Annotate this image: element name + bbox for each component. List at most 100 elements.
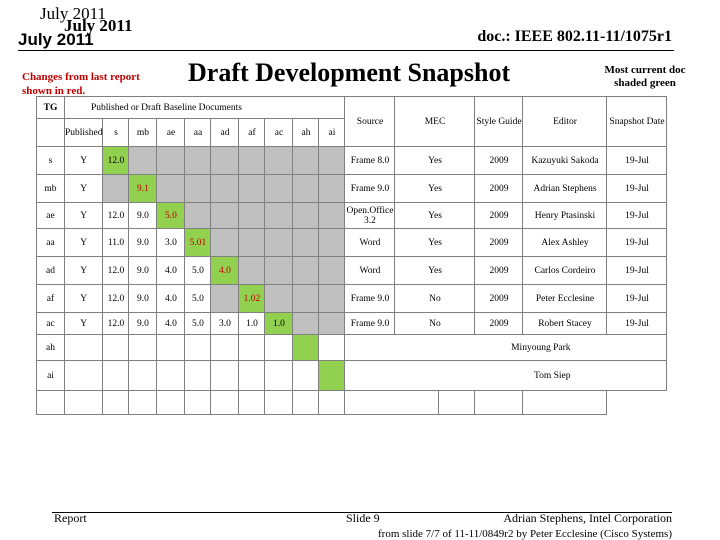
header-date-overlay: July 2011 (64, 16, 133, 35)
row-snapshot-date: 19-Jul (606, 146, 668, 175)
row-mec: Yes (394, 256, 476, 285)
header-published: Published (63, 118, 104, 147)
footer-rule (52, 512, 672, 513)
row-baseline-aa: 5.01 (184, 228, 212, 257)
row-editor-span: Tom Siep (344, 360, 668, 391)
empty-cell (474, 390, 524, 415)
row-baseline-s (102, 360, 130, 391)
row-baseline-af (238, 360, 266, 391)
row-baseline-mb: 9.0 (128, 284, 158, 313)
table-row: aa Y 11.0 9.0 3.0 5.01 Word Yes 2009 Alex Ashley 1… (36, 228, 668, 257)
document-id: doc.: IEEE 802.11-11/1075r1 (477, 28, 672, 45)
row-baseline-ah (292, 284, 320, 313)
row-tg: ah (36, 334, 65, 361)
row-source: Frame 9.0 (344, 174, 396, 203)
empty-cell (438, 390, 476, 415)
row-baseline-ae (156, 360, 186, 391)
table-row: ac Y 12.0 9.0 4.0 5.0 3.0 1.0 1.0 Frame 9.0 No 2009… (36, 312, 668, 335)
row-baseline-ae: 4.0 (156, 284, 186, 313)
row-source: Open.Office 3.2 (344, 202, 396, 229)
row-source: Frame 9.0 (344, 312, 396, 335)
row-baseline-ah (292, 334, 320, 361)
row-baseline-ai (318, 360, 346, 391)
row-baseline-ad (210, 228, 240, 257)
row-published (63, 334, 104, 361)
row-baseline-mb: 9.1 (128, 174, 158, 203)
row-baseline-ac (264, 284, 294, 313)
row-baseline-mb (128, 146, 158, 175)
row-baseline-s: 12.0 (102, 202, 130, 229)
empty-cell (36, 390, 65, 415)
table-row: ad Y 12.0 9.0 4.0 5.0 4.0 Word Yes 2009 Carlos Cor… (36, 256, 668, 285)
row-baseline-ad (210, 360, 240, 391)
table-header-row-2: Published s mb ae aa ad af ac ah ai (36, 118, 667, 147)
changes-note: Changes from last report shown in red. (22, 71, 140, 97)
row-mec: Yes (394, 174, 476, 203)
row-editor: Carlos Cordeiro (522, 256, 608, 285)
row-baseline-mb (128, 334, 158, 361)
row-baseline-aa: 5.0 (184, 312, 212, 335)
row-mec: No (394, 284, 476, 313)
row-baseline-ai (318, 202, 346, 229)
row-editor: Robert Stacey (522, 312, 608, 335)
row-baseline-ac (264, 146, 294, 175)
row-snapshot-date: 19-Jul (606, 228, 668, 257)
row-source: Word (344, 256, 396, 285)
header-baseline-aa: aa (184, 118, 212, 147)
row-style-guide: 2009 (474, 202, 524, 229)
row-baseline-ac (264, 228, 294, 257)
row-editor: Henry Ptasinski (522, 202, 608, 229)
header-tg: TG (36, 96, 65, 119)
row-baseline-s: 12.0 (102, 312, 130, 335)
empty-cell (184, 390, 212, 415)
row-editor: Adrian Stephens (522, 174, 608, 203)
header-baseline-af: af (238, 118, 266, 147)
row-mec: No (394, 312, 476, 335)
row-baseline-ad: 4.0 (210, 256, 240, 285)
header-baseline-ac: ac (264, 118, 294, 147)
row-baseline-ae: 3.0 (156, 228, 186, 257)
header-snapshot-date: Snapshot Date (606, 96, 668, 147)
footer-source-note: from slide 7/7 of 11-11/0849r2 by Peter … (378, 528, 672, 540)
row-tg: mb (36, 174, 65, 203)
row-baseline-ad (210, 146, 240, 175)
row-baseline-s (102, 174, 130, 203)
header-baseline-ah: ah (292, 118, 320, 147)
row-baseline-mb: 9.0 (128, 228, 158, 257)
row-snapshot-date: 19-Jul (606, 312, 668, 335)
row-baseline-af (238, 146, 266, 175)
row-editor-span: Minyoung Park (344, 334, 668, 361)
row-snapshot-date: 19-Jul (606, 284, 668, 313)
row-baseline-mb: 9.0 (128, 202, 158, 229)
row-baseline-s: 12.0 (102, 146, 130, 175)
row-baseline-ad (210, 334, 240, 361)
row-style-guide: 2009 (474, 174, 524, 203)
row-baseline-ac (264, 360, 294, 391)
row-baseline-ac (264, 174, 294, 203)
row-published: Y (63, 228, 104, 257)
row-baseline-mb (128, 360, 158, 391)
row-baseline-af (238, 228, 266, 257)
row-baseline-ae: 5.0 (156, 202, 186, 229)
row-style-guide: 2009 (474, 284, 524, 313)
row-baseline-ac (264, 202, 294, 229)
row-tg: aa (36, 228, 65, 257)
row-style-guide: 2009 (474, 146, 524, 175)
row-baseline-ac: 1.0 (264, 312, 294, 335)
row-editor: Alex Ashley (522, 228, 608, 257)
row-snapshot-date: 19-Jul (606, 174, 668, 203)
row-baseline-s: 12.0 (102, 256, 130, 285)
table-row: mb Y 9.1 Frame 9.0 Yes 2009 Adrian Stephens 19-… (36, 174, 668, 203)
empty-cell (318, 390, 346, 415)
row-snapshot-date: 19-Jul (606, 256, 668, 285)
row-baseline-aa (184, 202, 212, 229)
row-baseline-ad (210, 202, 240, 229)
row-baseline-ah (292, 312, 320, 335)
row-baseline-ai (318, 146, 346, 175)
row-baseline-aa (184, 360, 212, 391)
row-published (63, 360, 104, 391)
row-snapshot-date: 19-Jul (606, 202, 668, 229)
row-baseline-ae (156, 146, 186, 175)
row-tg: s (36, 146, 65, 175)
row-style-guide: 2009 (474, 312, 524, 335)
